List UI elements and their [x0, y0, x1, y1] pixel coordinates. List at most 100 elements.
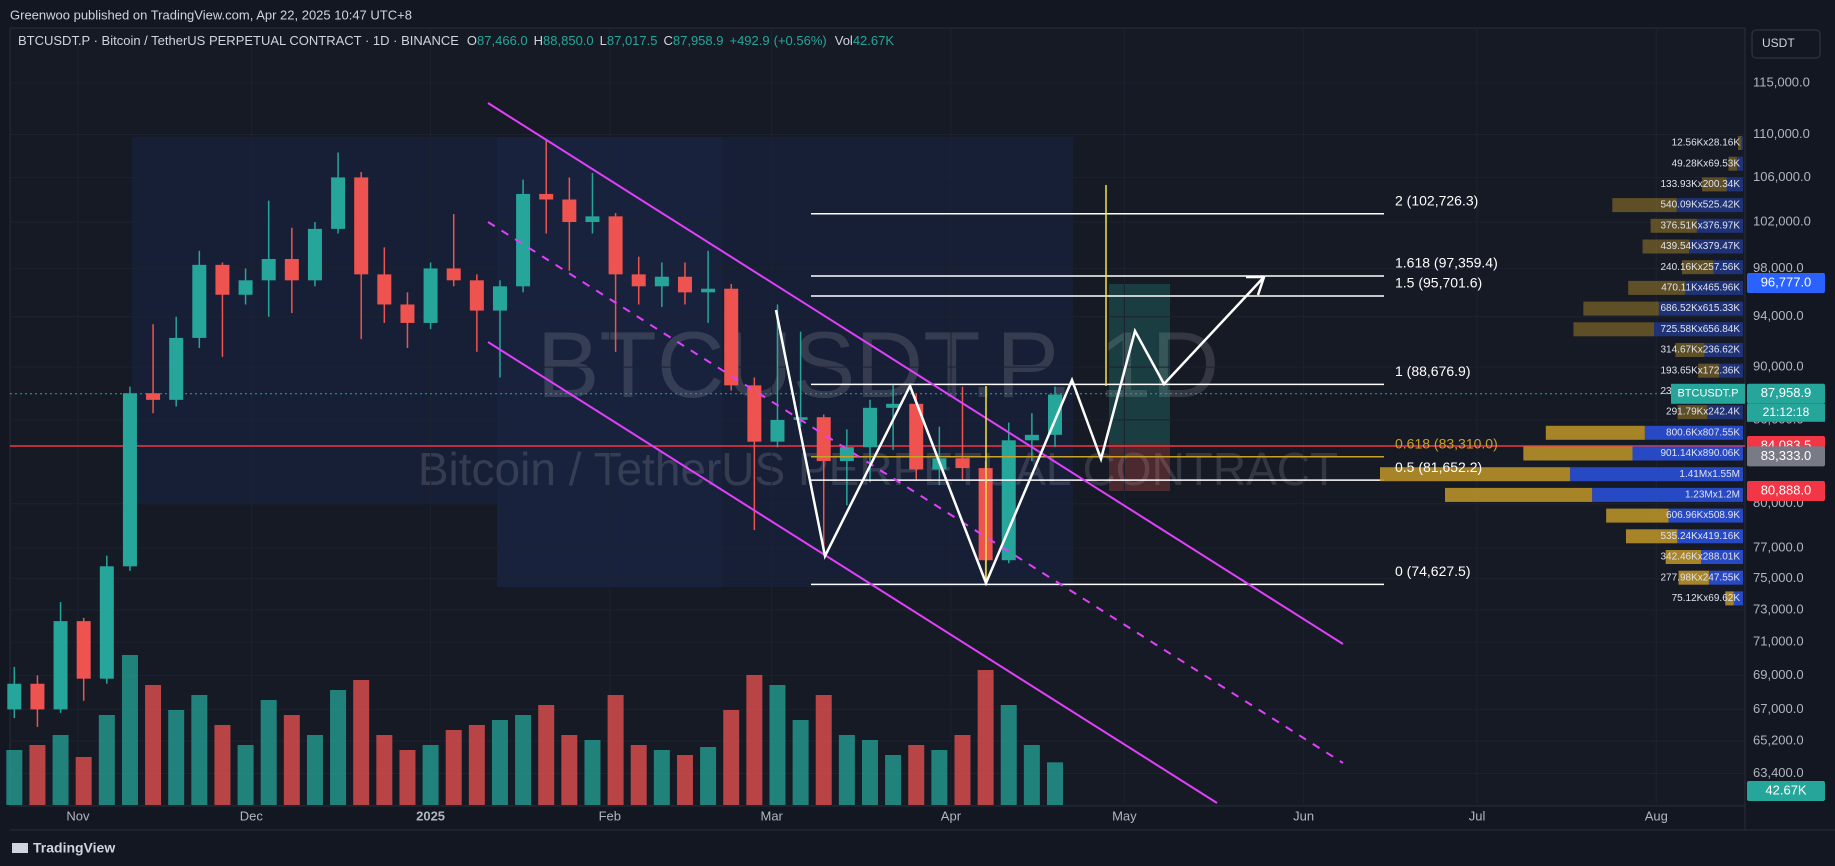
profile-sell — [1675, 343, 1705, 357]
profile-label: 314.67Kx236.62K — [1660, 345, 1740, 356]
candle-body — [331, 177, 346, 229]
ohlc-value: 87,466.0 — [477, 33, 528, 48]
volume-bar — [191, 695, 208, 805]
candle-body — [76, 621, 91, 679]
profile-sell — [1642, 239, 1690, 254]
profile-buy — [1677, 529, 1743, 544]
profile-buy — [1701, 550, 1743, 564]
profile-buy — [1713, 260, 1743, 275]
y-tick-label: 102,000.0 — [1753, 213, 1811, 228]
profile-buy — [1685, 280, 1743, 295]
volume-bar — [792, 720, 809, 805]
symbol-line: BTCUSDT.P · Bitcoin / TetherUS PERPETUAL… — [18, 33, 894, 48]
profile-sell — [1698, 363, 1720, 378]
volume-bar — [861, 740, 878, 805]
profile-label: 277.98Kx247.55K — [1660, 572, 1740, 583]
price-tag — [1747, 272, 1825, 293]
candle-body — [215, 264, 230, 295]
volume-bar — [98, 715, 115, 805]
volume-bar — [815, 695, 832, 805]
candle-body — [724, 288, 739, 386]
y-tick-label: 98,000.0 — [1753, 260, 1804, 275]
candle-body — [354, 177, 369, 275]
profile-buy — [1733, 591, 1743, 606]
price-tag — [1747, 383, 1825, 404]
profile-sell — [1573, 322, 1655, 337]
price-tag — [1747, 446, 1825, 467]
candle-body — [816, 417, 831, 462]
candle-body — [585, 216, 600, 223]
volume-bar — [584, 740, 601, 805]
profile-buy — [1696, 218, 1743, 233]
x-tick-label: Apr — [941, 808, 962, 823]
profile-buy — [1658, 301, 1743, 316]
plot-area — [9, 27, 1746, 807]
symbol-tag — [1671, 383, 1745, 404]
candle-body — [608, 216, 623, 275]
profile-sell — [1523, 446, 1633, 461]
volume-bar — [6, 750, 23, 805]
candle-body — [631, 274, 646, 287]
price-tag — [1747, 480, 1825, 501]
y-tick-label: 110,000.0 — [1753, 126, 1810, 141]
volume-tag — [1747, 781, 1825, 801]
candle-body — [146, 393, 161, 400]
price-tag-label: 80,888.0 — [1761, 482, 1812, 497]
profile-sell — [1625, 529, 1678, 544]
candle-body — [839, 447, 854, 462]
arrow-head — [1246, 275, 1266, 296]
symbol-tag-label: BTCUSDT.P — [1677, 388, 1738, 400]
ohlc-value: 87,017.5 — [607, 33, 658, 48]
profile-buy — [1689, 239, 1743, 254]
x-tick-label: 2025 — [416, 808, 445, 823]
candle-body — [770, 419, 785, 442]
profile-label: 540.09Kx525.42K — [1660, 200, 1740, 211]
symbol: BTCUSDT.P · Bitcoin / TetherUS PERPETUAL… — [18, 33, 459, 48]
profile-buy — [1707, 405, 1743, 420]
profile-buy — [1741, 136, 1743, 150]
profile-label: 376.51Kx376.97K — [1660, 220, 1740, 231]
volume-bar — [630, 745, 647, 805]
candle-body — [238, 280, 253, 295]
profile-sell — [1725, 591, 1734, 606]
volume-bar — [306, 735, 323, 805]
volume-bar — [75, 757, 92, 805]
volume-bar — [468, 725, 485, 805]
candle-body — [492, 286, 507, 311]
volume-bar — [1000, 705, 1017, 805]
logo — [12, 843, 28, 853]
candle-body — [862, 407, 877, 448]
x-tick-label: Dec — [240, 808, 264, 823]
candle-body — [469, 280, 484, 311]
candle-body — [261, 258, 276, 281]
fib-label: 2 (102,726.3) — [1395, 192, 1478, 208]
profile-label: 193.65Kx172.36K — [1660, 365, 1740, 376]
target-zone — [1109, 284, 1170, 444]
candle-body — [53, 621, 68, 710]
profile-buy — [1668, 508, 1743, 523]
candle-body — [955, 458, 970, 469]
fib-label: 0 (74,627.5) — [1395, 563, 1471, 579]
x-tick-label: Nov — [66, 808, 90, 823]
y-tick-label: 94,000.0 — [1753, 308, 1804, 323]
volume-bar — [168, 710, 185, 805]
profile-buy — [1570, 467, 1743, 482]
profile-sell — [1606, 508, 1669, 523]
profile-label: 439.54Kx379.47K — [1660, 241, 1740, 252]
profile-buy — [1726, 177, 1743, 192]
volume-bar — [376, 735, 393, 805]
volume-bar — [700, 747, 717, 805]
ohlc-value: 88,850.0 — [543, 33, 594, 48]
currency-box[interactable] — [1751, 29, 1821, 59]
volume-bar — [885, 755, 902, 805]
profile-label: 686.52Kx615.33K — [1660, 303, 1740, 314]
fib-label: 0.5 (81,652.2) — [1395, 459, 1482, 475]
fib-label: 0.618 (83,310.0) — [1395, 435, 1498, 451]
profile-buy — [1704, 343, 1743, 357]
profile-label: 901.14Kx890.06K — [1660, 448, 1740, 459]
candle-body — [1047, 394, 1062, 435]
profile-sell — [1738, 136, 1742, 150]
volume-bar — [237, 745, 254, 805]
ohlc-key: O — [467, 33, 477, 48]
